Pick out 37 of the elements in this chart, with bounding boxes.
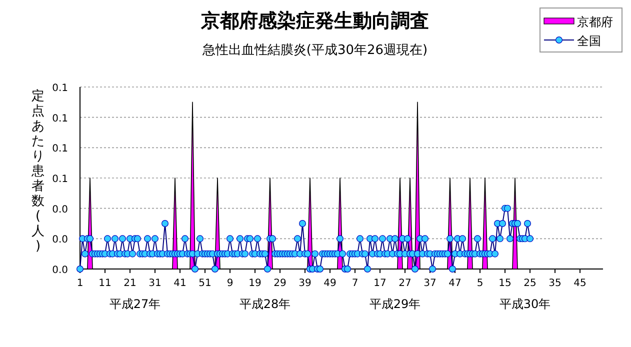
x-tick-label: 27 (398, 278, 412, 289)
x-tick-label: 29 (274, 278, 286, 289)
x-tick-label: 25 (524, 278, 536, 289)
x-tick-label: 17 (374, 278, 386, 289)
x-tick-label: 47 (448, 278, 462, 289)
y-tick-label: 0.1 (52, 174, 68, 185)
x-tick-label: 7 (352, 278, 358, 289)
text: 平成30年 (499, 297, 551, 311)
y-tick-label: 0.0 (52, 234, 68, 246)
x-tick-label: 15 (498, 278, 512, 289)
text: 平成28年 (239, 297, 291, 311)
x-tick-label: 49 (324, 278, 336, 289)
text: 平成29年 (369, 297, 421, 311)
text: 平成27年 (109, 297, 161, 311)
text: 定点あたり患者数(人) (32, 89, 44, 254)
x-tick-label: 9 (226, 278, 234, 289)
x-tick-label: 39 (298, 278, 312, 289)
x-tick-label: 5 (476, 278, 484, 289)
x-tick-label: 37 (424, 278, 436, 289)
x-tick-label: 31 (148, 278, 162, 289)
x-tick-label: 11 (98, 278, 112, 289)
x-tick-label: 1 (76, 278, 84, 289)
y-tick-label: 0.1 (52, 83, 68, 94)
chart-subtitle: 急性出血性結膜炎(平成30年26週現在) (201, 43, 428, 58)
y-tick-label: 0.1 (52, 144, 68, 155)
legend-label: 全国 (577, 34, 601, 48)
x-tick-label: 19 (248, 278, 262, 289)
x-tick-label: 21 (124, 278, 136, 289)
y-tick-label: 0.0 (52, 204, 68, 216)
legend-label: 京都府 (577, 15, 613, 29)
x-tick-label: 45 (574, 278, 586, 289)
x-tick-label: 51 (198, 278, 212, 289)
y-tick-label: 0.1 (52, 113, 68, 124)
chart-title: 京都府感染症発生動向調査 (200, 10, 429, 32)
x-tick-label: 41 (174, 278, 186, 289)
y-tick-label: 0.0 (52, 265, 68, 276)
x-tick-label: 35 (548, 278, 562, 289)
